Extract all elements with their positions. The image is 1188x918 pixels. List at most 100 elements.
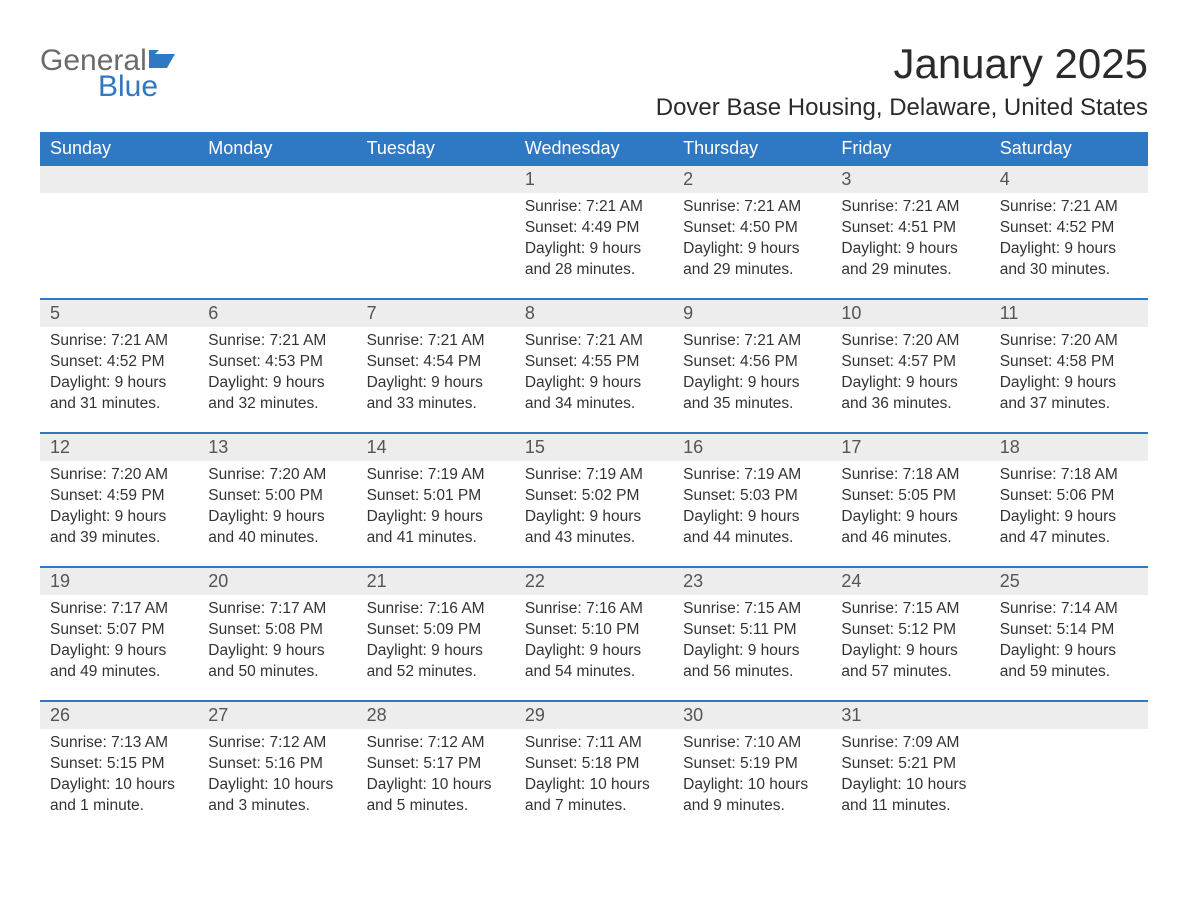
day-cell: 23Sunrise: 7:15 AMSunset: 5:11 PMDayligh…	[673, 568, 831, 700]
empty-day-bar	[357, 166, 515, 193]
day-details: Sunrise: 7:15 AMSunset: 5:11 PMDaylight:…	[673, 595, 831, 683]
day-details: Sunrise: 7:19 AMSunset: 5:02 PMDaylight:…	[515, 461, 673, 549]
sunrise-text: Sunrise: 7:21 AM	[525, 197, 663, 218]
day-details: Sunrise: 7:18 AMSunset: 5:06 PMDaylight:…	[990, 461, 1148, 549]
sunset-text: Sunset: 4:54 PM	[367, 352, 505, 373]
sunset-text: Sunset: 5:03 PM	[683, 486, 821, 507]
page-header: General Blue January 2025 Dover Base Hou…	[40, 40, 1148, 122]
sunrise-text: Sunrise: 7:20 AM	[841, 331, 979, 352]
day-cell: 15Sunrise: 7:19 AMSunset: 5:02 PMDayligh…	[515, 434, 673, 566]
daylight-text: Daylight: 10 hours and 3 minutes.	[208, 775, 346, 817]
daylight-text: Daylight: 9 hours and 52 minutes.	[367, 641, 505, 683]
empty-day-bar	[198, 166, 356, 193]
daylight-text: Daylight: 9 hours and 29 minutes.	[683, 239, 821, 281]
day-details: Sunrise: 7:13 AMSunset: 5:15 PMDaylight:…	[40, 729, 198, 817]
day-cell: 8Sunrise: 7:21 AMSunset: 4:55 PMDaylight…	[515, 300, 673, 432]
day-number: 21	[357, 568, 515, 595]
daylight-text: Daylight: 9 hours and 37 minutes.	[1000, 373, 1138, 415]
daylight-text: Daylight: 9 hours and 57 minutes.	[841, 641, 979, 683]
sunrise-text: Sunrise: 7:20 AM	[208, 465, 346, 486]
daylight-text: Daylight: 9 hours and 33 minutes.	[367, 373, 505, 415]
month-title: January 2025	[656, 40, 1148, 88]
day-details: Sunrise: 7:12 AMSunset: 5:17 PMDaylight:…	[357, 729, 515, 817]
day-details: Sunrise: 7:17 AMSunset: 5:07 PMDaylight:…	[40, 595, 198, 683]
weekday-header-cell: Monday	[198, 132, 356, 166]
sunrise-text: Sunrise: 7:17 AM	[208, 599, 346, 620]
sunrise-text: Sunrise: 7:10 AM	[683, 733, 821, 754]
daylight-text: Daylight: 9 hours and 47 minutes.	[1000, 507, 1138, 549]
daylight-text: Daylight: 9 hours and 50 minutes.	[208, 641, 346, 683]
sunrise-text: Sunrise: 7:21 AM	[1000, 197, 1138, 218]
day-cell: 21Sunrise: 7:16 AMSunset: 5:09 PMDayligh…	[357, 568, 515, 700]
daylight-text: Daylight: 10 hours and 11 minutes.	[841, 775, 979, 817]
day-number: 28	[357, 702, 515, 729]
day-details: Sunrise: 7:21 AMSunset: 4:56 PMDaylight:…	[673, 327, 831, 415]
sunset-text: Sunset: 5:09 PM	[367, 620, 505, 641]
sunset-text: Sunset: 4:49 PM	[525, 218, 663, 239]
sunset-text: Sunset: 5:05 PM	[841, 486, 979, 507]
daylight-text: Daylight: 9 hours and 41 minutes.	[367, 507, 505, 549]
daylight-text: Daylight: 9 hours and 46 minutes.	[841, 507, 979, 549]
day-cell: 30Sunrise: 7:10 AMSunset: 5:19 PMDayligh…	[673, 702, 831, 834]
day-details: Sunrise: 7:18 AMSunset: 5:05 PMDaylight:…	[831, 461, 989, 549]
sunset-text: Sunset: 5:14 PM	[1000, 620, 1138, 641]
day-number: 27	[198, 702, 356, 729]
week-row: 26Sunrise: 7:13 AMSunset: 5:15 PMDayligh…	[40, 700, 1148, 834]
day-cell: 26Sunrise: 7:13 AMSunset: 5:15 PMDayligh…	[40, 702, 198, 834]
day-number: 26	[40, 702, 198, 729]
sunset-text: Sunset: 4:52 PM	[50, 352, 188, 373]
daylight-text: Daylight: 9 hours and 43 minutes.	[525, 507, 663, 549]
sunrise-text: Sunrise: 7:19 AM	[367, 465, 505, 486]
daylight-text: Daylight: 9 hours and 59 minutes.	[1000, 641, 1138, 683]
sunrise-text: Sunrise: 7:18 AM	[841, 465, 979, 486]
day-cell: 3Sunrise: 7:21 AMSunset: 4:51 PMDaylight…	[831, 166, 989, 298]
daylight-text: Daylight: 10 hours and 9 minutes.	[683, 775, 821, 817]
day-cell	[357, 166, 515, 298]
day-cell: 19Sunrise: 7:17 AMSunset: 5:07 PMDayligh…	[40, 568, 198, 700]
logo-word-blue: Blue	[98, 70, 158, 103]
sunset-text: Sunset: 5:12 PM	[841, 620, 979, 641]
sunrise-text: Sunrise: 7:15 AM	[841, 599, 979, 620]
day-cell: 14Sunrise: 7:19 AMSunset: 5:01 PMDayligh…	[357, 434, 515, 566]
sunrise-text: Sunrise: 7:21 AM	[208, 331, 346, 352]
sunset-text: Sunset: 4:50 PM	[683, 218, 821, 239]
day-number: 31	[831, 702, 989, 729]
sunset-text: Sunset: 5:15 PM	[50, 754, 188, 775]
logo-text: General Blue	[40, 44, 179, 112]
daylight-text: Daylight: 9 hours and 30 minutes.	[1000, 239, 1138, 281]
daylight-text: Daylight: 9 hours and 35 minutes.	[683, 373, 821, 415]
day-number: 22	[515, 568, 673, 595]
sunrise-text: Sunrise: 7:13 AM	[50, 733, 188, 754]
sunrise-text: Sunrise: 7:21 AM	[367, 331, 505, 352]
day-details: Sunrise: 7:21 AMSunset: 4:52 PMDaylight:…	[990, 193, 1148, 281]
daylight-text: Daylight: 9 hours and 28 minutes.	[525, 239, 663, 281]
day-cell: 22Sunrise: 7:16 AMSunset: 5:10 PMDayligh…	[515, 568, 673, 700]
day-details: Sunrise: 7:21 AMSunset: 4:51 PMDaylight:…	[831, 193, 989, 281]
day-cell: 2Sunrise: 7:21 AMSunset: 4:50 PMDaylight…	[673, 166, 831, 298]
daylight-text: Daylight: 9 hours and 39 minutes.	[50, 507, 188, 549]
day-number: 30	[673, 702, 831, 729]
daylight-text: Daylight: 10 hours and 7 minutes.	[525, 775, 663, 817]
day-cell: 10Sunrise: 7:20 AMSunset: 4:57 PMDayligh…	[831, 300, 989, 432]
day-details: Sunrise: 7:20 AMSunset: 5:00 PMDaylight:…	[198, 461, 356, 549]
day-cell: 5Sunrise: 7:21 AMSunset: 4:52 PMDaylight…	[40, 300, 198, 432]
sunset-text: Sunset: 4:58 PM	[1000, 352, 1138, 373]
day-cell: 4Sunrise: 7:21 AMSunset: 4:52 PMDaylight…	[990, 166, 1148, 298]
weekday-header-cell: Tuesday	[357, 132, 515, 166]
day-number: 11	[990, 300, 1148, 327]
day-number: 6	[198, 300, 356, 327]
day-number: 17	[831, 434, 989, 461]
weekday-header-cell: Saturday	[990, 132, 1148, 166]
weekday-header-cell: Friday	[831, 132, 989, 166]
sunset-text: Sunset: 5:08 PM	[208, 620, 346, 641]
day-number: 24	[831, 568, 989, 595]
day-details: Sunrise: 7:21 AMSunset: 4:53 PMDaylight:…	[198, 327, 356, 415]
day-number: 8	[515, 300, 673, 327]
day-cell: 18Sunrise: 7:18 AMSunset: 5:06 PMDayligh…	[990, 434, 1148, 566]
sunset-text: Sunset: 4:59 PM	[50, 486, 188, 507]
sunset-text: Sunset: 4:53 PM	[208, 352, 346, 373]
location-subtitle: Dover Base Housing, Delaware, United Sta…	[656, 94, 1148, 122]
day-details: Sunrise: 7:14 AMSunset: 5:14 PMDaylight:…	[990, 595, 1148, 683]
day-cell: 6Sunrise: 7:21 AMSunset: 4:53 PMDaylight…	[198, 300, 356, 432]
daylight-text: Daylight: 9 hours and 40 minutes.	[208, 507, 346, 549]
